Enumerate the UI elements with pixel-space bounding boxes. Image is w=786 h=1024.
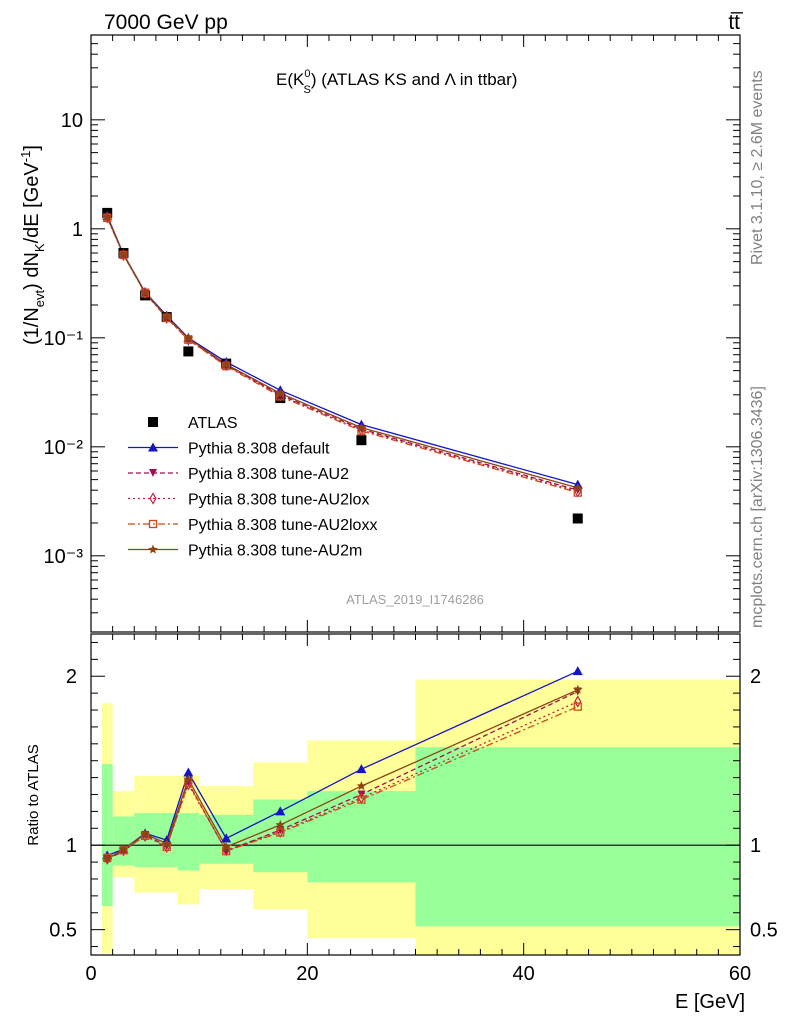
ratio-plot-axes: 0 20 40 60 0.5 0.5 1 1 2 2	[49, 634, 778, 985]
legend-marker-pythia-8-308-default	[148, 442, 158, 452]
ratio-point-pythia-8-308-default	[183, 767, 194, 777]
ratio-point-pythia-8-308-tune-au2m	[183, 774, 194, 784]
rivet-label: Rivet 3.1.10, ≥ 2.6M events	[749, 70, 766, 265]
point-pythia-8-308-tune-au2m	[356, 422, 367, 432]
point-pythia-8-308-tune-au2m	[102, 212, 112, 222]
y-tick-label-main: 10⁻¹	[44, 328, 84, 350]
y-tick-label-ratio-right: 1	[750, 835, 761, 857]
ratio-point-pythia-8-308-default	[356, 764, 367, 774]
point-pythia-8-308-tune-au2m	[140, 287, 150, 297]
legend-label-pythia-8-308-tune-au2lox: Pythia 8.308 tune-AU2lox	[188, 492, 369, 509]
band-inner	[415, 747, 740, 927]
x-tick-label: 40	[513, 963, 535, 985]
plot-title-main: E(K	[276, 70, 305, 89]
legend-label-pythia-8-308-default: Pythia 8.308 default	[188, 441, 330, 458]
ratio-point-pythia-8-308-default	[572, 666, 583, 676]
ratio-point-pythia-8-308-tune-au2m	[275, 819, 285, 829]
point-atlas	[183, 346, 194, 357]
y-tick-label-ratio: 1	[66, 835, 77, 857]
band-inner	[307, 791, 416, 883]
plot-title: E(K0 S) (ATLAS KS and Λ in ttbar)	[276, 68, 517, 96]
legend-marker-pythia-8-308-tune-au2	[149, 469, 157, 477]
y-tick-label-ratio: 2	[66, 666, 77, 688]
legend-label-pythia-8-308-tune-au2: Pythia 8.308 tune-AU2	[188, 466, 349, 483]
y-tick-label-main: 10	[61, 110, 83, 132]
band-inner	[112, 816, 135, 866]
legend-marker-pythia-8-308-tune-au2lox	[149, 492, 157, 505]
series-line-pythia-8-308-default	[106, 215, 578, 486]
ratio-point-pythia-8-308-tune-au2m	[118, 844, 129, 854]
plot-title-sub: S	[303, 84, 310, 96]
ratio-plot-series	[102, 666, 583, 865]
point-pythia-8-308-tune-au2m	[118, 249, 129, 259]
ratio-point-pythia-8-308-tune-au2m	[140, 829, 150, 839]
point-atlas	[572, 513, 583, 524]
ratio-point-pythia-8-308-tune-au2loxx	[276, 828, 285, 837]
ratio-point-pythia-8-308-tune-au2loxx	[573, 702, 582, 711]
y-tick-label-main: 10⁻³	[44, 546, 84, 568]
point-pythia-8-308-tune-au2m	[162, 311, 172, 321]
x-tick-label: 60	[729, 963, 751, 985]
legend: ATLAS Pythia 8.308 default Pythia 8.308 tu…	[128, 415, 377, 560]
main-plot-axes: 10 1 10⁻¹ 10⁻² 10⁻³	[44, 34, 741, 633]
ratio-point-pythia-8-308-default	[275, 806, 286, 816]
legend-marker-pythia-8-308-tune-au2m	[148, 544, 158, 554]
band-inner	[177, 813, 200, 871]
ratio-point-pythia-8-308-tune-au2m	[102, 853, 112, 863]
point-pythia-8-308-tune-au2m	[573, 482, 583, 492]
legend-label-pythia-8-308-tune-au2loxx: Pythia 8.308 tune-AU2loxx	[188, 517, 377, 534]
legend-marker-pythia-8-308-tune-au2loxx	[148, 519, 158, 529]
y-tick-label-ratio-right: 0.5	[750, 920, 778, 942]
plot-title-sup: 0	[304, 68, 310, 80]
ratio-y-label: Ratio to ATLAS	[25, 744, 42, 845]
ratio-point-pythia-8-308-tune-au2m	[162, 838, 172, 848]
legend-label-atlas: ATLAS	[188, 415, 238, 432]
series-line-pythia-8-308-tune-au2lox	[106, 217, 578, 493]
energy-label: 7000 GeV pp	[104, 11, 228, 34]
plot-title-rest: ) (ATLAS KS and Λ in ttbar)	[311, 70, 518, 89]
series-line-pythia-8-308-tune-au2loxx	[106, 217, 578, 494]
series-line-pythia-8-308-tune-au2	[106, 216, 578, 491]
x-tick-label: 0	[85, 963, 96, 985]
point-pythia-8-308-tune-au2m	[221, 359, 231, 369]
analysis-id: ATLAS_2019_I1746286	[346, 592, 484, 607]
legend-label-pythia-8-308-tune-au2m: Pythia 8.308 tune-AU2m	[188, 543, 362, 560]
ratio-uncertainty-bands	[91, 679, 740, 955]
ratio-point-pythia-8-308-tune-au2lox	[574, 695, 582, 708]
y-tick-label-ratio-right: 2	[750, 666, 761, 688]
y-tick-label-main: 10⁻²	[44, 437, 84, 459]
process-label: tt̅	[728, 11, 744, 34]
x-tick-label: 20	[296, 963, 318, 985]
ratio-point-pythia-8-308-tune-au2	[357, 790, 366, 799]
legend-marker-atlas	[148, 417, 158, 427]
point-atlas	[356, 435, 367, 446]
ratio-point-pythia-8-308-tune-au2m	[356, 781, 367, 791]
band-inner	[101, 764, 113, 907]
ratio-point-pythia-8-308-tune-au2loxx	[357, 795, 366, 804]
point-pythia-8-308-tune-au2m	[183, 333, 194, 343]
y-axis-label: (1/Nevt) dNK/dE [GeV-1]	[18, 145, 47, 345]
main-plot-series	[102, 207, 583, 524]
x-axis-label: E [GeV]	[675, 991, 745, 1013]
point-pythia-8-308-tune-au2m	[275, 388, 285, 398]
ratio-point-pythia-8-308-tune-au2lox	[276, 825, 284, 838]
ratio-point-pythia-8-308-tune-au2m	[221, 841, 231, 851]
mcplots-label: mcplots.cern.ch [arXiv:1306.3436]	[749, 386, 766, 628]
y-tick-label-main: 1	[72, 219, 83, 241]
ratio-point-pythia-8-308-tune-au2m	[573, 684, 583, 694]
ratio-point-pythia-8-308-default	[221, 833, 232, 843]
y-tick-label-ratio: 0.5	[49, 920, 77, 942]
